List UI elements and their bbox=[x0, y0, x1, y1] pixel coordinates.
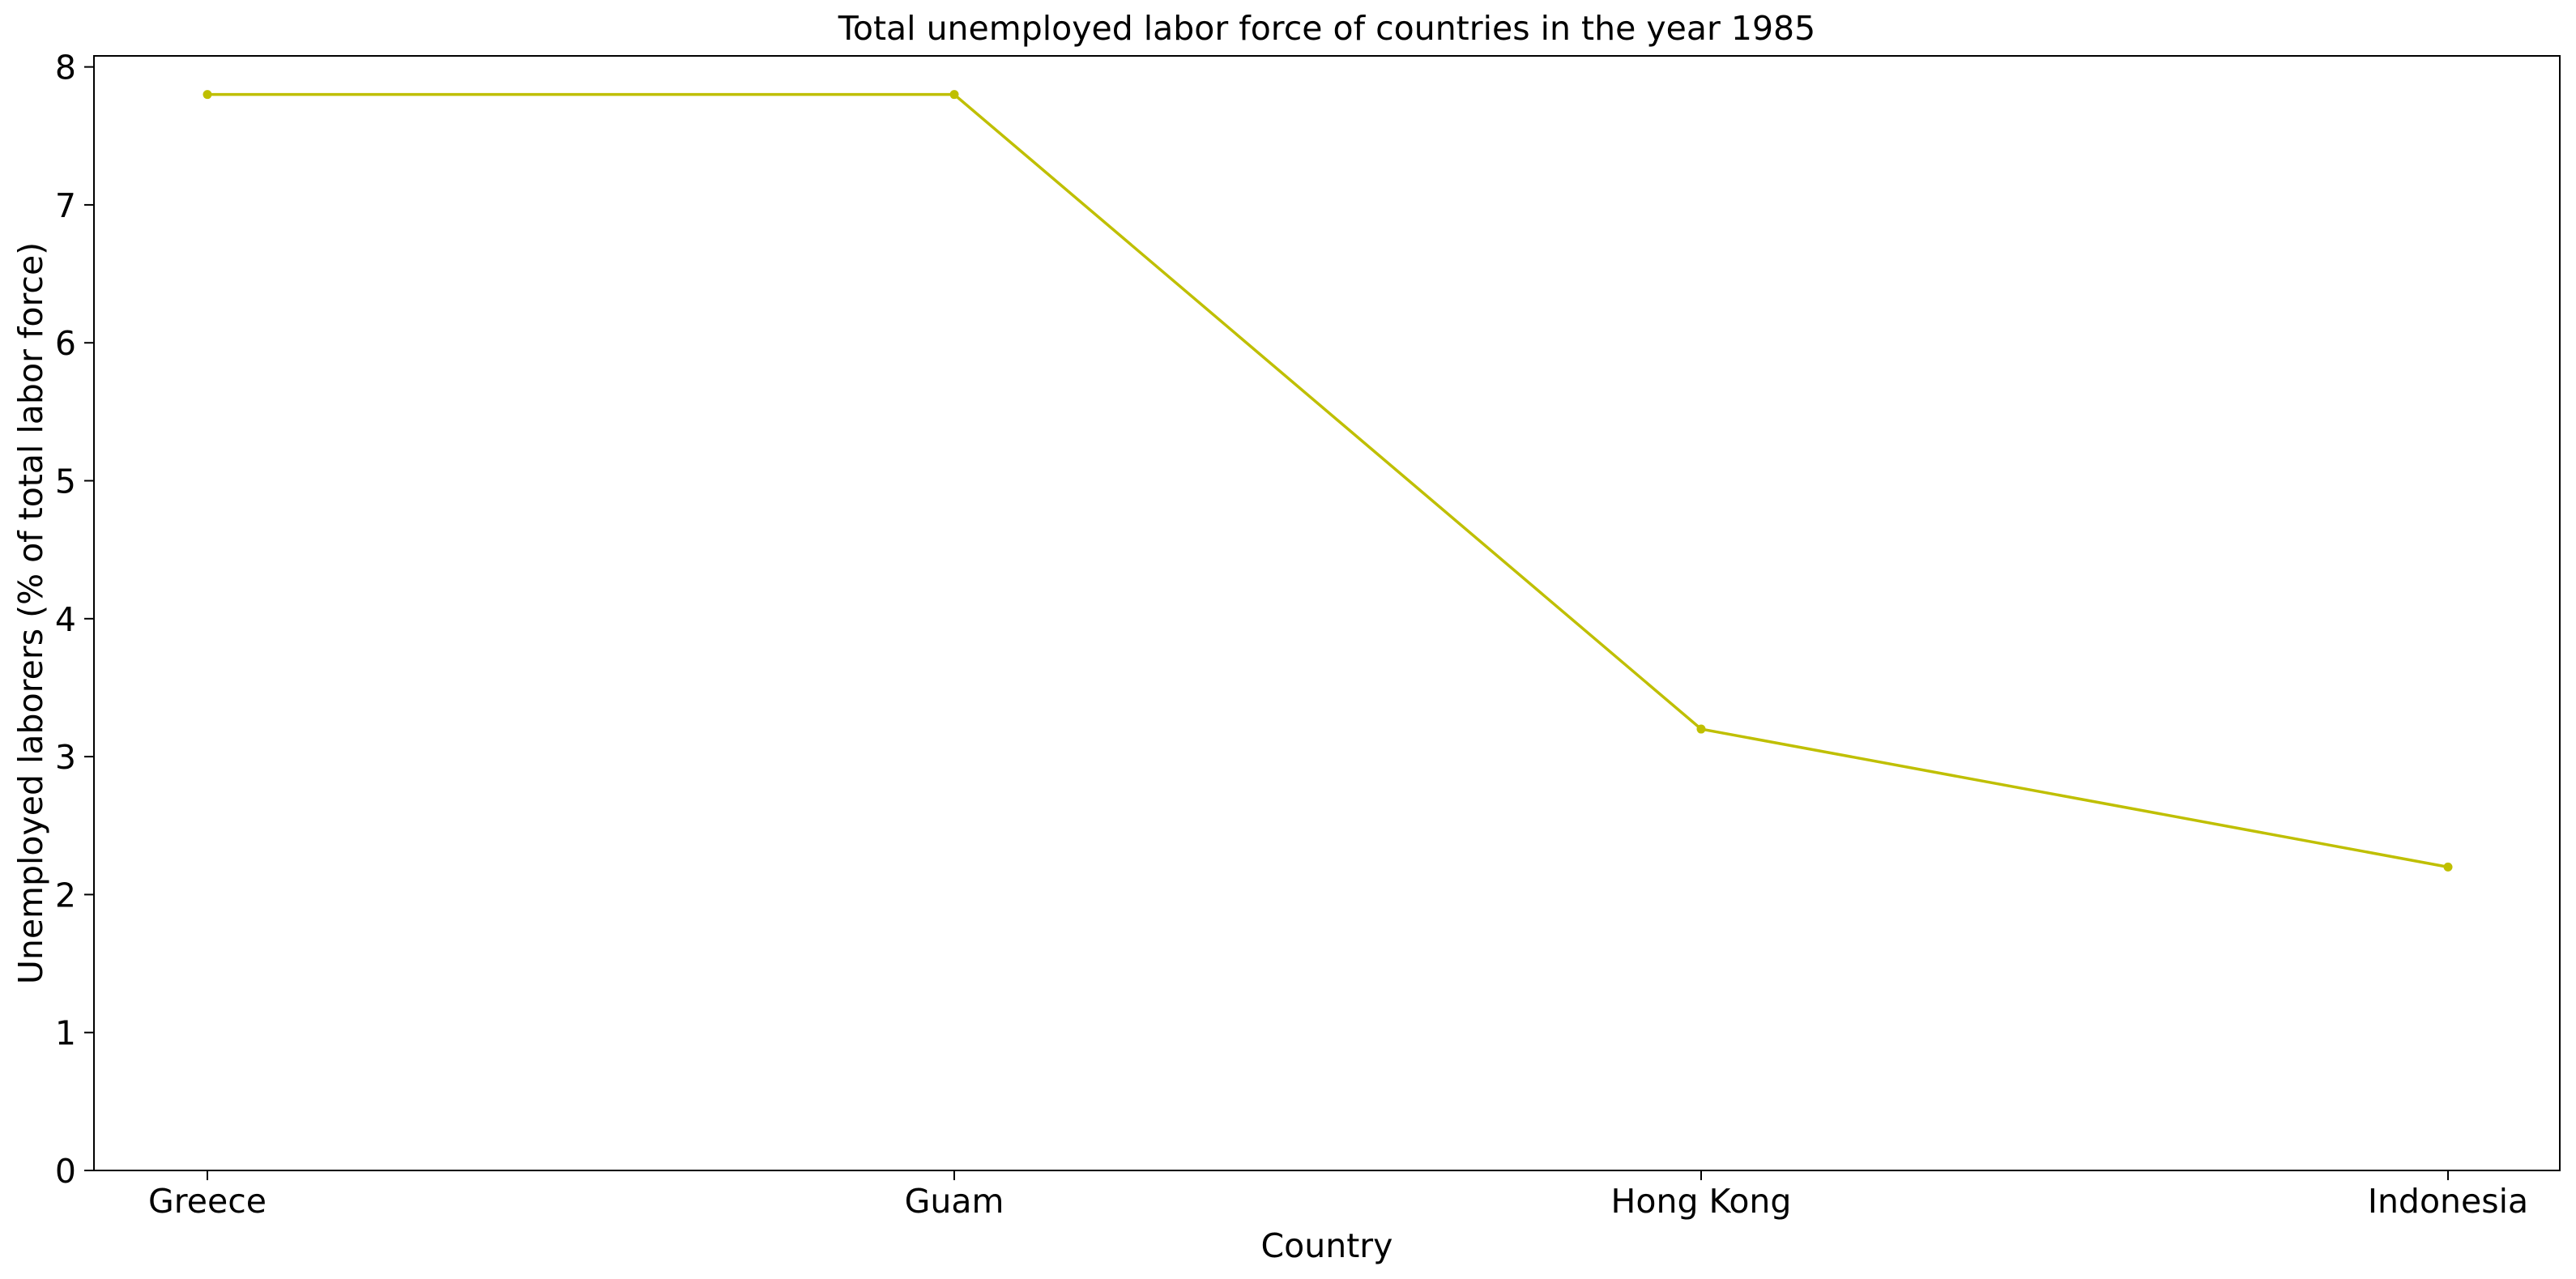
data-point-indonesia bbox=[2443, 862, 2453, 872]
chart-title: Total unemployed labor force of countrie… bbox=[838, 9, 1815, 48]
y-tick-label: 2 bbox=[55, 876, 76, 914]
x-tick-label: Greece bbox=[148, 1182, 267, 1221]
x-tick-label: Hong Kong bbox=[1611, 1182, 1792, 1221]
y-tick-label: 8 bbox=[55, 49, 76, 87]
plot-area bbox=[93, 55, 2561, 1171]
plot-frame bbox=[93, 55, 2561, 1171]
data-point-greece bbox=[203, 90, 212, 100]
x-tick-label: Indonesia bbox=[2368, 1182, 2528, 1221]
x-axis-label: Country bbox=[1261, 1226, 1393, 1265]
y-tick-label: 1 bbox=[55, 1014, 76, 1053]
series-line bbox=[207, 92, 2449, 869]
x-tick-label: Guam bbox=[905, 1182, 1004, 1221]
data-point-hong-kong bbox=[1696, 724, 1706, 734]
y-tick-label: 3 bbox=[55, 738, 76, 777]
y-tick-label: 7 bbox=[55, 186, 76, 225]
x-axis: Greece Guam Hong Kong Indonesia bbox=[148, 1170, 2528, 1221]
data-point-guam bbox=[949, 90, 959, 100]
y-axis-label: Unemployed laborers (% of total labor fo… bbox=[11, 242, 50, 984]
series-layer bbox=[203, 90, 2453, 872]
y-tick-label: 6 bbox=[55, 324, 76, 363]
y-tick-label: 0 bbox=[55, 1152, 76, 1191]
y-tick-label: 5 bbox=[55, 463, 76, 501]
y-tick-label: 4 bbox=[55, 600, 76, 639]
y-axis: 0 1 2 3 4 5 6 7 8 bbox=[55, 49, 94, 1191]
